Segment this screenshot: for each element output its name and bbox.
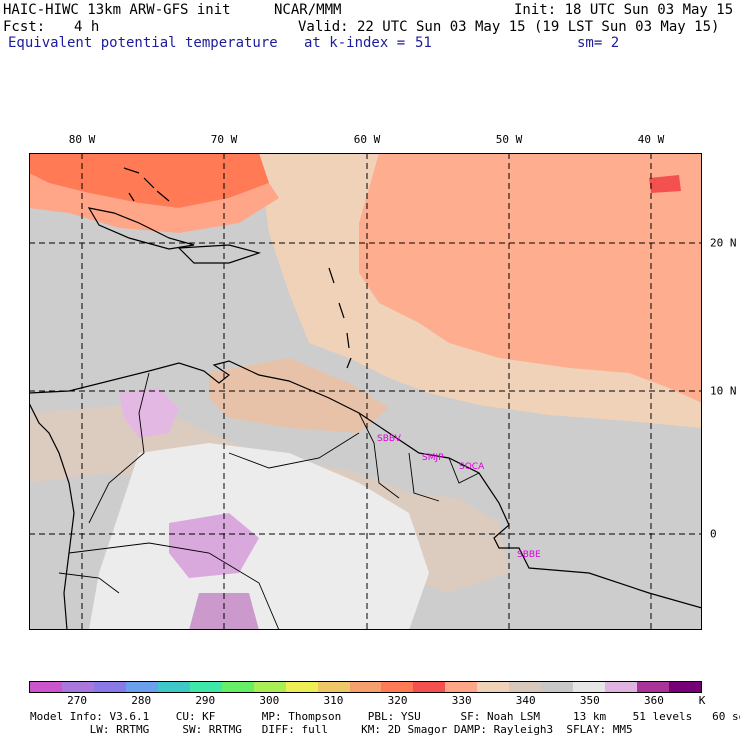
central-america-coast: [29, 402, 75, 630]
colorbar-swatch: [61, 682, 94, 692]
level-value: 51: [415, 35, 432, 51]
colorbar-tick-label: 350: [579, 694, 600, 707]
model-info-line2: LW: RRTMG SW: RRTMG DIFF: full KM: 2D Sm…: [30, 723, 633, 736]
colorbar-swatch: [637, 682, 670, 692]
colorbar-swatch: [573, 682, 606, 692]
colorbar-swatch: [221, 682, 254, 692]
lesser-antilles: [328, 267, 352, 369]
border-ecuador: [58, 572, 120, 594]
lat-label: 10 N: [710, 384, 737, 398]
colorbar-swatch: [669, 682, 702, 692]
level-label: at k-index =: [304, 35, 406, 51]
lon-label: 40 W: [637, 133, 665, 146]
field-365k-patch: [119, 388, 179, 438]
plot-title: HAIC-HIWC 13km ARW-GFS init: [3, 2, 231, 18]
hispaniola-coast: [177, 244, 262, 264]
colorbar-tick-label: 300: [259, 694, 280, 707]
graticule: [29, 153, 702, 630]
valid-time: Valid: 22 UTC Sun 03 May 15 (19 LST Sun …: [298, 19, 720, 35]
border-colombia-peru: [68, 542, 280, 630]
colorbar-swatch: [509, 682, 542, 692]
border-suriname: [408, 452, 440, 502]
colorbar-swatch: [605, 682, 638, 692]
field-345k-region: [259, 153, 702, 428]
field-365k-patch: [189, 593, 259, 630]
colorbar-tick-label: 330: [451, 694, 472, 707]
model-info-line1: Model Info: V3.6.1 CU: KF MP: Thompson P…: [30, 710, 740, 723]
forecast-label: Fcst:: [3, 19, 46, 35]
colorbar-swatch: [285, 682, 318, 692]
field-hot-spot: [649, 175, 681, 193]
colorbar-tick-label: 280: [131, 694, 152, 707]
lon-label: 60 W: [353, 133, 381, 146]
station-label: SMJP: [422, 453, 444, 463]
field-360k-region: [89, 443, 429, 630]
field-name: Equivalent potential temperature: [8, 35, 278, 51]
forecast-value: 4 h: [74, 19, 100, 35]
station-label: SOCA: [459, 462, 485, 472]
field-coastal-band: [209, 358, 389, 433]
colorbar-swatch: [477, 682, 510, 692]
colorbar-swatch: [125, 682, 158, 692]
field-335k-region: [29, 173, 279, 233]
field-330k-region: [29, 153, 269, 208]
theta-e-map: SBBV SMJP SOCA SBBE: [29, 153, 702, 630]
border-colombia-venezuela: [88, 372, 150, 524]
colorbar-swatch: [157, 682, 190, 692]
border-french-guiana: [448, 457, 480, 484]
colorbar-swatch: [445, 682, 478, 692]
colorbar-tick-label: 270: [67, 694, 87, 707]
colorbar-swatch: [189, 682, 222, 692]
cuba-coast: [87, 207, 195, 250]
smoothing-label: sm= 2: [577, 35, 620, 51]
colorbar-swatch: [381, 682, 414, 692]
lat-label: 0: [710, 527, 717, 541]
lon-label: 80 W: [68, 133, 96, 146]
colorbar-swatch: [93, 682, 126, 692]
field-365k-patch: [169, 513, 259, 578]
map-frame: [29, 153, 702, 630]
colorbar-swatch: [349, 682, 382, 692]
lat-label: 20 N: [710, 236, 737, 250]
colorbar-swatch: [317, 682, 350, 692]
colorbar-tick-label: 310: [323, 694, 344, 707]
lon-label: 50 W: [495, 133, 523, 146]
institution-label: NCAR/MMM: [274, 2, 342, 18]
colorbar-tick-label: 290: [195, 694, 216, 707]
field-340k-region: [359, 153, 702, 403]
colorbar-tick-label: 320: [387, 694, 408, 707]
colorbar-unit: K: [698, 694, 706, 707]
station-label: SBBV: [377, 434, 402, 444]
colorbar-swatch: [541, 682, 574, 692]
border-venezuela-brazil: [228, 432, 360, 469]
colorbar-tick-label: 360: [643, 694, 664, 707]
colorbar-swatch: [253, 682, 286, 692]
colorbar-tick-label: 340: [515, 694, 536, 707]
colorbar: [29, 681, 702, 693]
lon-label: 70 W: [210, 133, 238, 146]
colorbar-swatch: [413, 682, 446, 692]
init-time: Init: 18 UTC Sun 03 May 15: [514, 2, 734, 18]
station-label: SBBE: [517, 550, 541, 560]
colorbar-swatch: [30, 682, 62, 692]
bahamas: [123, 167, 170, 202]
